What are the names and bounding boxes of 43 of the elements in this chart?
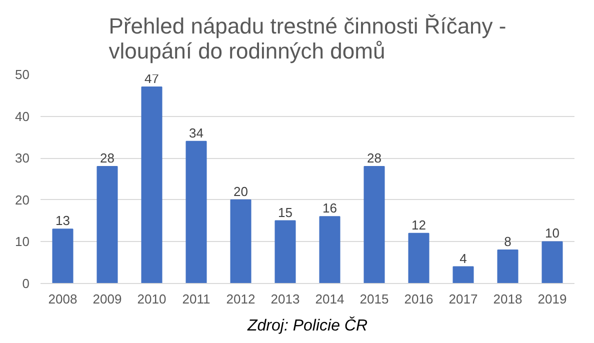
data-label: 13	[56, 213, 70, 228]
bar	[497, 250, 518, 284]
data-label: 34	[189, 125, 204, 140]
bar	[52, 228, 74, 284]
chart-title: Přehled nápadu trestné činnosti Říčany - vloupání do rodinných domů	[108, 14, 506, 64]
bar	[408, 232, 430, 284]
data-label: 12	[412, 217, 426, 232]
bar	[319, 216, 340, 284]
bar	[364, 166, 385, 284]
bar	[452, 266, 474, 284]
bar	[96, 166, 118, 284]
x-tick-label: 2010	[137, 292, 166, 306]
x-tick-label: 2009	[92, 292, 122, 306]
y-tick-label: 10	[15, 234, 30, 250]
data-label: 15	[278, 204, 292, 220]
y-tick-label: 40	[15, 108, 30, 124]
x-tick-label: 2015	[360, 292, 389, 306]
text: Zdroj: Policie ČR	[246, 316, 368, 334]
data-label: 28	[100, 150, 114, 166]
data-label: 28	[367, 150, 382, 166]
bar	[542, 241, 563, 284]
x-tick-label: 2008	[48, 292, 78, 306]
y-tick-label: 20	[15, 192, 30, 208]
data-label: 20	[234, 184, 248, 199]
x-tick-label: 2017	[448, 292, 478, 306]
y-tick-label: 50	[15, 67, 30, 82]
bar	[230, 199, 252, 284]
x-tick-label: 2012	[226, 292, 256, 306]
x-tick-label: 2013	[270, 292, 300, 306]
bar	[186, 140, 207, 284]
x-tick-label: 2016	[404, 292, 434, 306]
x-tick-label: 2018	[493, 292, 522, 306]
bar	[141, 86, 162, 284]
bar	[274, 220, 296, 284]
data-label: 10	[545, 226, 560, 241]
data-label: 16	[322, 200, 337, 216]
x-tick-label: 2014	[315, 292, 344, 306]
y-tick-label: 30	[15, 150, 30, 166]
x-tick-label: 2011	[182, 292, 210, 306]
data-label: 8	[504, 234, 512, 250]
y-tick-label: 0	[22, 276, 30, 291]
x-tick-label: 2019	[538, 292, 567, 306]
data-label: 4	[460, 250, 467, 266]
